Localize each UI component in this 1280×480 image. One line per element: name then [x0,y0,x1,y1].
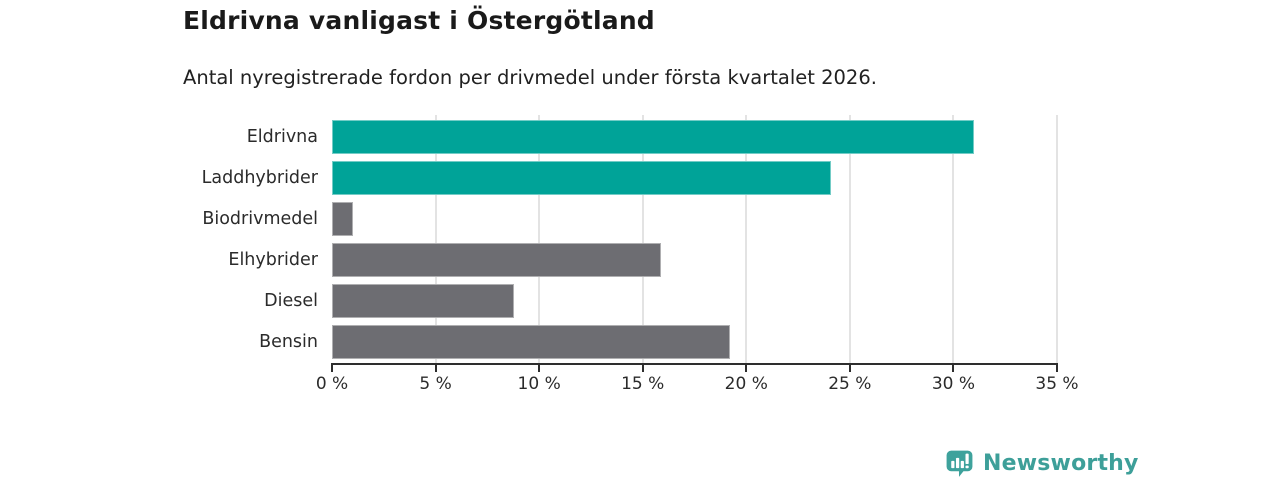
chart-subtitle: Antal nyregistrerade fordon per drivmede… [183,66,877,89]
gridline-25 [848,115,851,363]
gridline-35 [1056,115,1058,363]
x-tick-label: 35 % [1035,374,1079,394]
x-tick-label: 0 % [315,374,349,394]
newsworthy-logo: Newsworthy [944,448,1139,479]
newsworthy-logo-text: Newsworthy [983,451,1139,476]
category-label-biodrivmedel: Biodrivmedel [202,209,318,229]
x-tick-label: 5 % [419,374,452,394]
bar-elhybrider [332,243,662,277]
bar-biodrivmedel [332,202,353,236]
category-label-eldrivna: Eldrivna [246,127,318,147]
x-tick-label: 10 % [517,374,561,394]
gridline-20 [745,115,748,363]
newsworthy-logo-icon [946,450,973,477]
x-axis-tick-30 [952,363,955,372]
x-axis-tick-25 [848,363,851,372]
x-axis-tick-0 [331,363,333,372]
category-label-diesel: Diesel [264,291,318,311]
bar-eldrivna [332,120,975,154]
x-axis-tick-35 [1056,363,1058,372]
gridline-5 [434,115,437,363]
bar-bensin [332,325,730,359]
x-axis-tick-10 [538,363,541,372]
x-tick-label: 30 % [931,374,976,394]
gridline-30 [952,115,955,363]
category-label-elhybrider: Elhybrider [228,250,318,270]
gridline-15 [641,115,644,363]
gridline-10 [538,115,541,363]
x-axis-tick-15 [641,363,644,372]
category-label-laddhybrider: Laddhybrider [201,168,318,188]
chart-title: Eldrivna vanligast i Östergötland [183,6,655,35]
x-axis-tick-20 [745,363,748,372]
x-tick-label: 15 % [621,374,665,394]
bar-laddhybrider [332,161,832,195]
x-axis-tick-5 [434,363,437,372]
x-tick-label: 25 % [828,374,872,394]
x-axis-line [331,363,1058,365]
x-tick-label: 20 % [724,374,768,394]
bar-diesel [332,284,515,318]
category-label-bensin: Bensin [259,332,318,352]
